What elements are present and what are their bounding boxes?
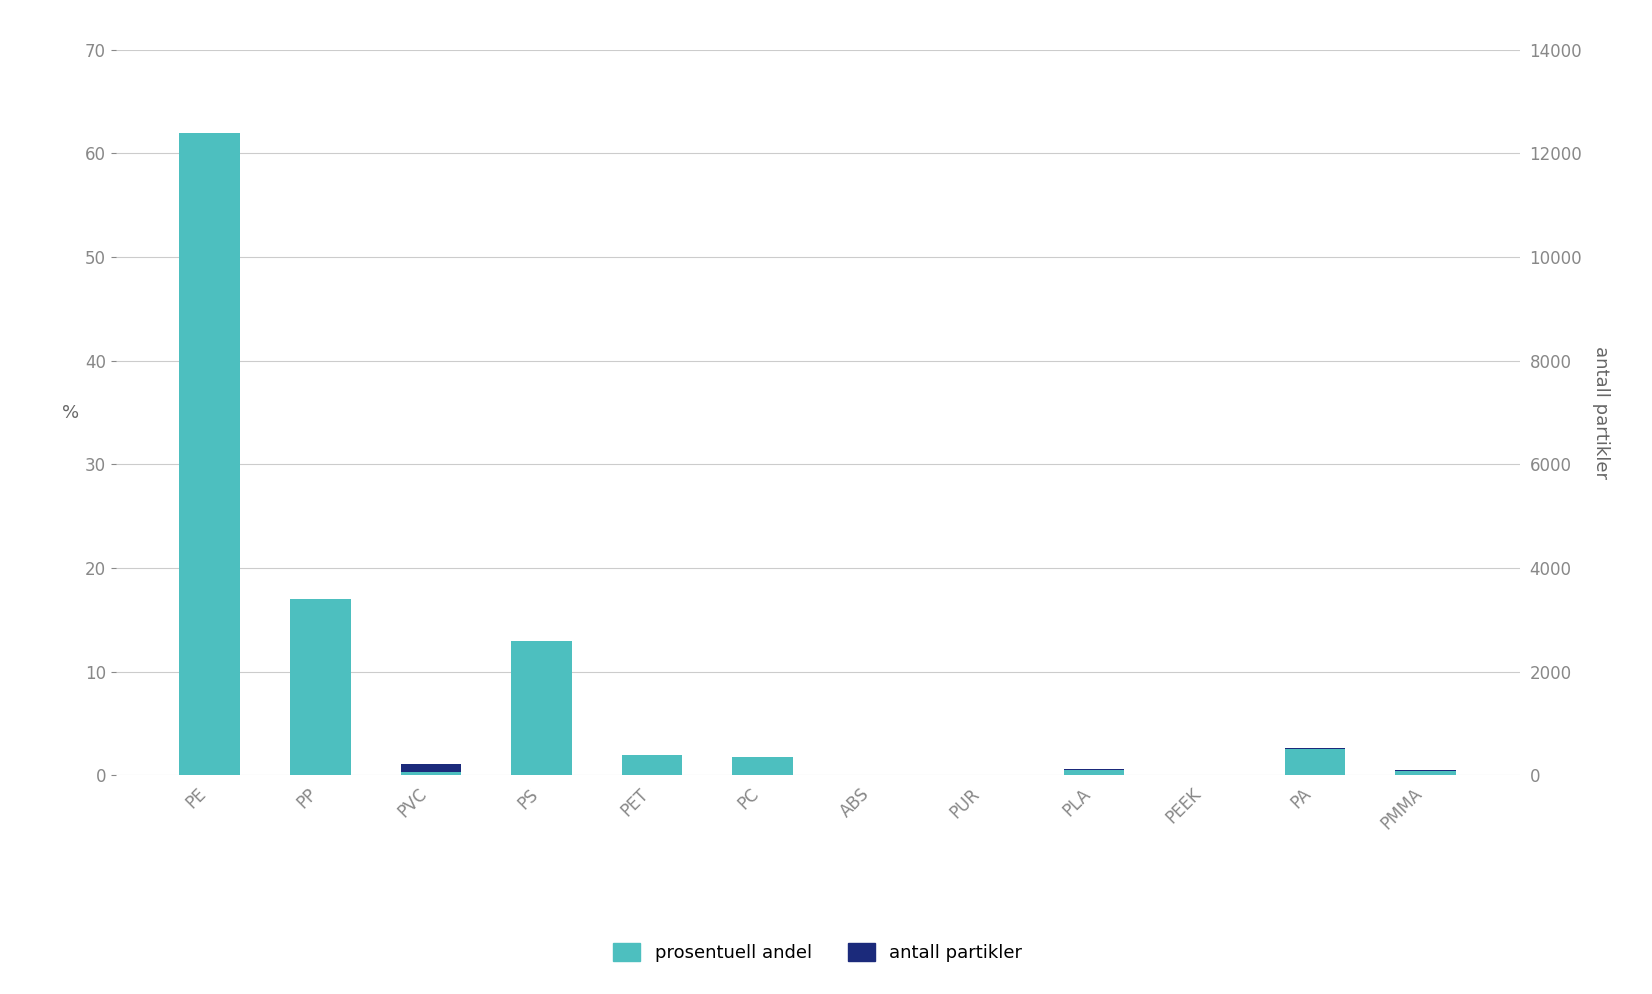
Y-axis label: antall partikler: antall partikler <box>1593 346 1611 479</box>
Bar <box>1064 770 1125 775</box>
Bar <box>291 599 350 775</box>
Bar <box>621 756 682 775</box>
Bar <box>621 754 682 775</box>
Bar <box>1396 771 1455 775</box>
Bar <box>1396 770 1455 775</box>
Bar <box>1064 768 1125 775</box>
Bar <box>1285 749 1345 775</box>
Bar <box>732 756 793 775</box>
Bar <box>732 758 793 775</box>
Bar <box>510 640 572 775</box>
Bar <box>400 772 461 775</box>
Bar <box>291 620 350 775</box>
Bar <box>400 764 461 775</box>
Bar <box>510 659 572 775</box>
Bar <box>180 226 240 775</box>
Legend: prosentuell andel, antall partikler: prosentuell andel, antall partikler <box>606 935 1029 969</box>
Bar <box>1285 748 1345 775</box>
Bar <box>180 132 240 775</box>
Y-axis label: %: % <box>63 404 79 421</box>
